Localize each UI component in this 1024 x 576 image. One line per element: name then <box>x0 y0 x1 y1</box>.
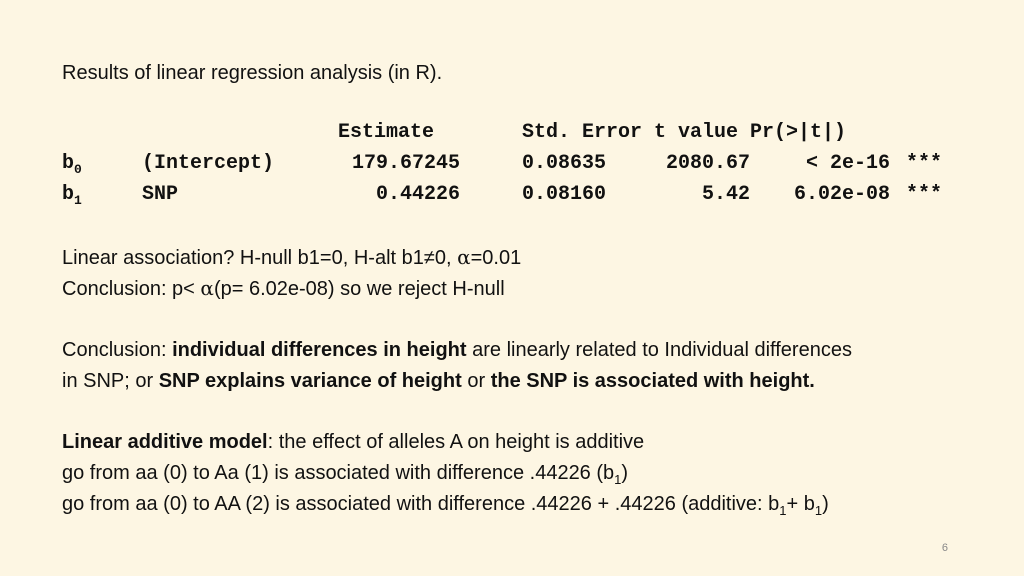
alpha-symbol: α <box>457 245 471 269</box>
model-line3-text: go from aa (0) to AA (2) is associated w… <box>62 493 780 515</box>
coef-estimate: 179.67245 <box>351 152 460 175</box>
model-line3-sub2: 1 <box>814 503 823 518</box>
conclusion-line-2: in SNP; or SNP explains variance of heig… <box>62 369 815 393</box>
header-rest: Std. Error t value Pr(>|t|) <box>522 121 847 144</box>
model-line-1: Linear additive model: the effect of all… <box>62 430 644 454</box>
hypothesis-text: Linear association? H-null b1=0, H-alt b… <box>62 247 458 269</box>
coef-se: 0.08160 <box>522 183 607 206</box>
coef-label: b0 <box>62 152 82 177</box>
conclusion-bold-3: the SNP is associated with height. <box>490 370 815 392</box>
table-row: b1 SNP 0.44226 0.08160 5.42 6.02e-08 *** <box>62 183 962 207</box>
coef-name: (Intercept) <box>142 152 275 175</box>
conclusion-p-line: Conclusion: p< α(p= 6.02e-08) so we reje… <box>62 276 505 301</box>
model-line-3: go from aa (0) to AA (2) is associated w… <box>62 492 829 518</box>
coef-stars: *** <box>906 183 943 206</box>
hypothesis-line: Linear association? H-null b1=0, H-alt b… <box>62 245 521 270</box>
model-line2-sub: 1 <box>614 472 622 487</box>
page-number: 6 <box>941 542 948 554</box>
table-header: Estimate Std. Error t value Pr(>|t|) <box>62 121 962 145</box>
conclusion-mid-2: or <box>461 370 491 392</box>
coef-p: 6.02e-08 <box>793 183 890 206</box>
model-line-2: go from aa (0) to Aa (1) is associated w… <box>62 461 629 487</box>
conclusion-mid-1: are linearly related to Individual diffe… <box>466 339 852 361</box>
header-estimate: Estimate <box>338 121 435 144</box>
conclusion-bold-2: SNP explains variance of height <box>158 370 462 392</box>
coef-label: b1 <box>62 183 82 208</box>
model-line2-text: go from aa (0) to Aa (1) is associated w… <box>62 462 615 484</box>
hypothesis-alpha-value: =0.01 <box>470 247 522 269</box>
model-line3-sub1: 1 <box>779 503 787 518</box>
coef-estimate: 0.44226 <box>375 183 460 206</box>
table-row: b0 (Intercept) 179.67245 0.08635 2080.67… <box>62 152 962 176</box>
model-bold: Linear additive model <box>62 431 268 453</box>
conclusion-p-rest: (p= 6.02e-08) so we reject H-null <box>213 278 505 300</box>
model-line3-end: ) <box>822 493 829 515</box>
model-line2-end: ) <box>621 462 629 484</box>
conclusion-prefix: Conclusion: <box>62 339 173 361</box>
model-line3-mid: + b <box>786 493 815 515</box>
slide-heading: Results of linear regression analysis (i… <box>62 61 442 85</box>
coef-name: SNP <box>142 183 179 206</box>
model-rest: : the effect of alleles A on height is a… <box>267 431 645 453</box>
coef-stars: *** <box>906 152 943 175</box>
conclusion-line-1: Conclusion: individual differences in he… <box>62 338 852 362</box>
coef-se: 0.08635 <box>522 152 607 175</box>
coef-t: 5.42 <box>701 183 750 206</box>
coef-p: < 2e-16 <box>805 152 890 175</box>
coef-t: 2080.67 <box>665 152 750 175</box>
conclusion-bold-1: individual differences in height <box>172 339 467 361</box>
alpha-symbol: α <box>200 276 214 300</box>
conclusion-p-text: Conclusion: p< <box>62 278 201 300</box>
conclusion-line2-prefix: in SNP; or <box>62 370 159 392</box>
heading-text: Results of linear regression analysis (i… <box>62 62 443 84</box>
